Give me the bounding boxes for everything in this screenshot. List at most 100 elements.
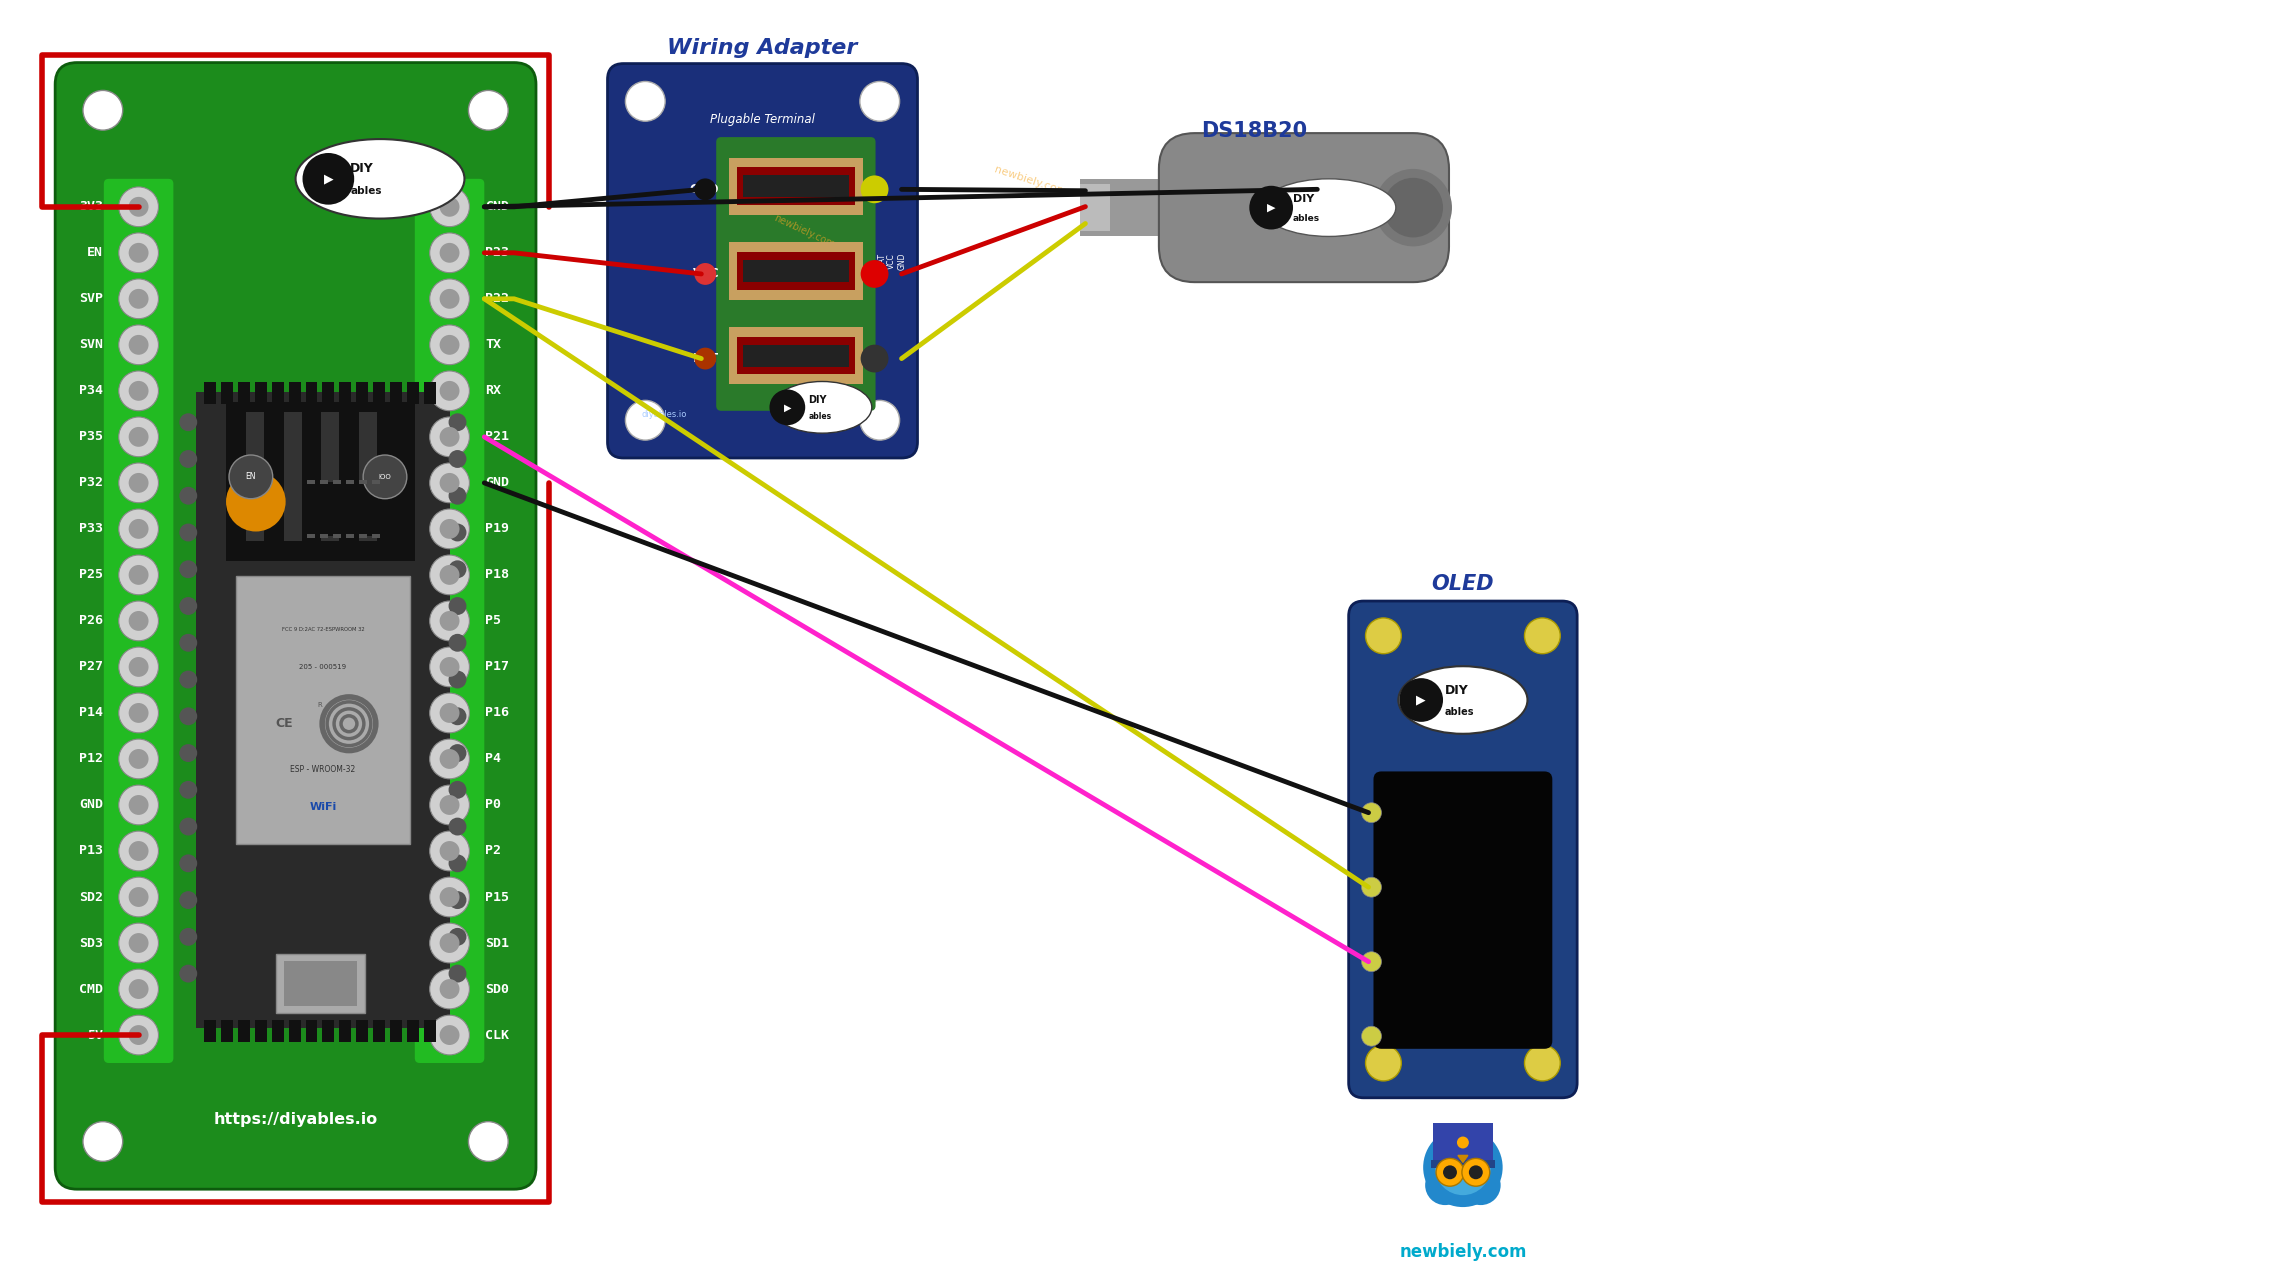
Bar (254, 1020, 268, 1042)
Circle shape (1436, 1159, 1464, 1187)
FancyBboxPatch shape (1349, 601, 1578, 1098)
Text: P18: P18 (485, 569, 510, 581)
Bar (238, 1020, 249, 1042)
Bar (204, 1020, 215, 1042)
Text: ▶: ▶ (322, 173, 334, 185)
Circle shape (1400, 678, 1443, 721)
Circle shape (430, 647, 469, 687)
Text: ▶: ▶ (1416, 694, 1427, 706)
Bar (334, 535, 341, 538)
Circle shape (448, 928, 467, 946)
Circle shape (860, 82, 899, 121)
Circle shape (119, 187, 158, 227)
Circle shape (119, 417, 158, 456)
Text: 3V3: 3V3 (78, 200, 103, 213)
Text: P33: P33 (78, 522, 103, 536)
FancyBboxPatch shape (414, 179, 485, 1063)
Circle shape (439, 657, 460, 677)
Ellipse shape (1262, 179, 1395, 237)
Circle shape (430, 371, 469, 411)
Circle shape (695, 264, 716, 285)
Bar (236, 576, 409, 845)
Circle shape (128, 657, 149, 677)
Circle shape (860, 260, 887, 288)
Circle shape (128, 381, 149, 401)
Circle shape (430, 463, 469, 503)
Text: DAT: DAT (693, 352, 718, 366)
Text: R: R (318, 702, 322, 707)
Bar (391, 1020, 403, 1042)
Circle shape (128, 794, 149, 815)
Text: SVN: SVN (78, 338, 103, 352)
Circle shape (1468, 1165, 1482, 1179)
Text: https://diyables.io: https://diyables.io (242, 632, 391, 728)
Text: CMD: CMD (78, 982, 103, 995)
Text: P13: P13 (78, 845, 103, 857)
Circle shape (119, 463, 158, 503)
Text: ables: ables (1292, 214, 1320, 223)
Bar (423, 382, 435, 405)
Bar (284, 961, 357, 1006)
Bar (730, 158, 862, 216)
Bar (226, 402, 414, 561)
Circle shape (448, 744, 467, 762)
Bar (373, 480, 380, 484)
Text: P15: P15 (485, 890, 510, 903)
Circle shape (178, 487, 197, 504)
Text: SVP: SVP (78, 293, 103, 305)
Bar (345, 535, 354, 538)
Circle shape (860, 175, 887, 203)
Circle shape (341, 716, 357, 731)
Circle shape (448, 671, 467, 689)
Circle shape (119, 878, 158, 917)
Circle shape (430, 509, 469, 549)
FancyBboxPatch shape (1160, 134, 1450, 282)
Circle shape (128, 243, 149, 262)
Bar (306, 480, 316, 484)
Text: P27: P27 (78, 661, 103, 673)
Text: CE: CE (277, 718, 293, 730)
Circle shape (430, 187, 469, 227)
Circle shape (178, 414, 197, 431)
Circle shape (178, 671, 197, 689)
Circle shape (430, 831, 469, 871)
Circle shape (119, 831, 158, 871)
Circle shape (448, 487, 467, 504)
Circle shape (128, 612, 149, 630)
Circle shape (1434, 1140, 1491, 1195)
Circle shape (1361, 878, 1381, 897)
Bar (272, 1020, 284, 1042)
Bar (254, 382, 268, 405)
Text: ▶: ▶ (784, 402, 791, 412)
Ellipse shape (295, 139, 464, 218)
Bar (743, 260, 848, 282)
Circle shape (430, 279, 469, 319)
FancyBboxPatch shape (55, 63, 535, 1189)
Circle shape (1525, 1045, 1560, 1081)
Circle shape (119, 786, 158, 825)
Circle shape (439, 704, 460, 723)
Circle shape (439, 933, 460, 953)
Circle shape (226, 472, 286, 531)
Circle shape (119, 325, 158, 364)
Text: DAT
VCC
GND: DAT VCC GND (876, 252, 906, 270)
Circle shape (439, 886, 460, 907)
Ellipse shape (322, 697, 375, 750)
Bar (322, 382, 334, 405)
Circle shape (178, 855, 197, 873)
Circle shape (178, 634, 197, 652)
Bar (222, 1020, 233, 1042)
Circle shape (1461, 1159, 1489, 1187)
Bar (338, 382, 352, 405)
FancyBboxPatch shape (608, 63, 917, 458)
Text: VCC: VCC (693, 267, 718, 280)
Circle shape (82, 91, 123, 130)
Ellipse shape (1397, 666, 1528, 734)
Circle shape (119, 371, 158, 411)
Bar (373, 1020, 384, 1042)
Text: EN: EN (245, 473, 256, 482)
Circle shape (624, 401, 666, 440)
Bar (222, 382, 233, 405)
Text: SD3: SD3 (78, 937, 103, 950)
Circle shape (302, 153, 354, 204)
